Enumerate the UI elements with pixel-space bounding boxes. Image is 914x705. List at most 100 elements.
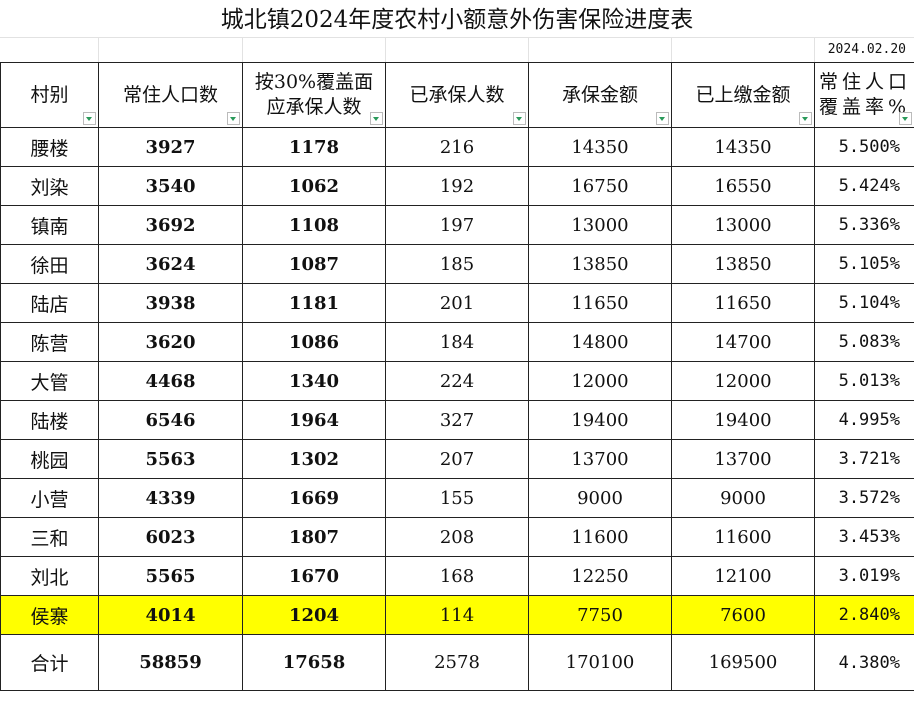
cell-population[interactable]: 4014 (98, 595, 243, 635)
cell-population[interactable]: 58859 (98, 634, 243, 691)
cell-rate[interactable]: 5.424% (814, 166, 914, 206)
cell-target[interactable]: 1340 (242, 361, 386, 401)
cell-paid[interactable]: 11600 (671, 517, 815, 557)
cell-paid[interactable]: 12000 (671, 361, 815, 401)
cell-amount[interactable]: 14800 (528, 322, 672, 362)
filter-dropdown-icon[interactable] (83, 112, 96, 125)
filter-dropdown-icon[interactable] (227, 112, 240, 125)
cell-amount[interactable]: 7750 (528, 595, 672, 635)
cell-population[interactable]: 3938 (98, 283, 243, 323)
cell-target[interactable]: 1670 (242, 556, 386, 596)
cell-rate[interactable]: 5.500% (814, 127, 914, 167)
cell-population[interactable]: 3624 (98, 244, 243, 284)
cell-village[interactable]: 陆店 (0, 283, 99, 323)
cell-paid[interactable]: 12100 (671, 556, 815, 596)
cell-village[interactable]: 刘北 (0, 556, 99, 596)
cell-paid[interactable]: 14700 (671, 322, 815, 362)
cell-paid[interactable]: 14350 (671, 127, 815, 167)
cell-village[interactable]: 小营 (0, 478, 99, 518)
cell-paid[interactable]: 13700 (671, 439, 815, 479)
cell-amount[interactable]: 170100 (528, 634, 672, 691)
cell-population[interactable]: 4339 (98, 478, 243, 518)
cell-village[interactable]: 大管 (0, 361, 99, 401)
cell-insured[interactable]: 197 (385, 205, 529, 245)
cell-insured[interactable]: 192 (385, 166, 529, 206)
cell-amount[interactable]: 14350 (528, 127, 672, 167)
cell-rate[interactable]: 3.572% (814, 478, 914, 518)
cell-target[interactable]: 1062 (242, 166, 386, 206)
cell-paid[interactable]: 19400 (671, 400, 815, 440)
cell-insured[interactable]: 168 (385, 556, 529, 596)
cell-target[interactable]: 1807 (242, 517, 386, 557)
cell-target[interactable]: 1204 (242, 595, 386, 635)
filter-dropdown-icon[interactable] (799, 112, 812, 125)
cell-amount[interactable]: 19400 (528, 400, 672, 440)
cell-rate[interactable]: 3.453% (814, 517, 914, 557)
filter-dropdown-icon[interactable] (370, 112, 383, 125)
cell-population[interactable]: 5565 (98, 556, 243, 596)
cell-amount[interactable]: 16750 (528, 166, 672, 206)
cell-amount[interactable]: 13000 (528, 205, 672, 245)
cell-paid[interactable]: 11650 (671, 283, 815, 323)
cell-insured[interactable]: 114 (385, 595, 529, 635)
cell-target[interactable]: 1108 (242, 205, 386, 245)
cell-population[interactable]: 3620 (98, 322, 243, 362)
cell-insured[interactable]: 208 (385, 517, 529, 557)
cell-amount[interactable]: 9000 (528, 478, 672, 518)
cell-target[interactable]: 17658 (242, 634, 386, 691)
cell-insured[interactable]: 224 (385, 361, 529, 401)
cell-target[interactable]: 1302 (242, 439, 386, 479)
cell-rate[interactable]: 4.380% (814, 634, 914, 691)
cell-paid[interactable]: 16550 (671, 166, 815, 206)
cell-amount[interactable]: 12250 (528, 556, 672, 596)
cell-target[interactable]: 1669 (242, 478, 386, 518)
cell-target[interactable]: 1964 (242, 400, 386, 440)
cell-amount[interactable]: 12000 (528, 361, 672, 401)
cell-insured[interactable]: 184 (385, 322, 529, 362)
cell-rate[interactable]: 2.840% (814, 595, 914, 635)
cell-population[interactable]: 6023 (98, 517, 243, 557)
cell-amount[interactable]: 11650 (528, 283, 672, 323)
cell-insured[interactable]: 201 (385, 283, 529, 323)
cell-rate[interactable]: 5.336% (814, 205, 914, 245)
cell-rate[interactable]: 3.721% (814, 439, 914, 479)
cell-population[interactable]: 4468 (98, 361, 243, 401)
cell-rate[interactable]: 5.105% (814, 244, 914, 284)
cell-village[interactable]: 徐田 (0, 244, 99, 284)
cell-village[interactable]: 陈营 (0, 322, 99, 362)
cell-target[interactable]: 1181 (242, 283, 386, 323)
cell-paid[interactable]: 169500 (671, 634, 815, 691)
cell-paid[interactable]: 13000 (671, 205, 815, 245)
cell-insured[interactable]: 155 (385, 478, 529, 518)
cell-target[interactable]: 1086 (242, 322, 386, 362)
cell-amount[interactable]: 11600 (528, 517, 672, 557)
cell-village[interactable]: 三和 (0, 517, 99, 557)
cell-rate[interactable]: 4.995% (814, 400, 914, 440)
filter-dropdown-icon[interactable] (513, 112, 526, 125)
cell-amount[interactable]: 13850 (528, 244, 672, 284)
cell-population[interactable]: 3540 (98, 166, 243, 206)
cell-target[interactable]: 1087 (242, 244, 386, 284)
cell-rate[interactable]: 3.019% (814, 556, 914, 596)
cell-population[interactable]: 6546 (98, 400, 243, 440)
cell-village[interactable]: 陆楼 (0, 400, 99, 440)
cell-insured[interactable]: 207 (385, 439, 529, 479)
cell-village[interactable]: 侯寨 (0, 595, 99, 635)
cell-rate[interactable]: 5.083% (814, 322, 914, 362)
cell-insured[interactable]: 216 (385, 127, 529, 167)
filter-dropdown-icon[interactable] (899, 112, 912, 125)
cell-rate[interactable]: 5.104% (814, 283, 914, 323)
cell-rate[interactable]: 5.013% (814, 361, 914, 401)
cell-paid[interactable]: 7600 (671, 595, 815, 635)
cell-population[interactable]: 5563 (98, 439, 243, 479)
cell-amount[interactable]: 13700 (528, 439, 672, 479)
cell-insured[interactable]: 2578 (385, 634, 529, 691)
cell-paid[interactable]: 9000 (671, 478, 815, 518)
cell-paid[interactable]: 13850 (671, 244, 815, 284)
cell-village[interactable]: 刘染 (0, 166, 99, 206)
cell-village[interactable]: 镇南 (0, 205, 99, 245)
cell-population[interactable]: 3692 (98, 205, 243, 245)
cell-village[interactable]: 腰楼 (0, 127, 99, 167)
cell-population[interactable]: 3927 (98, 127, 243, 167)
cell-target[interactable]: 1178 (242, 127, 386, 167)
